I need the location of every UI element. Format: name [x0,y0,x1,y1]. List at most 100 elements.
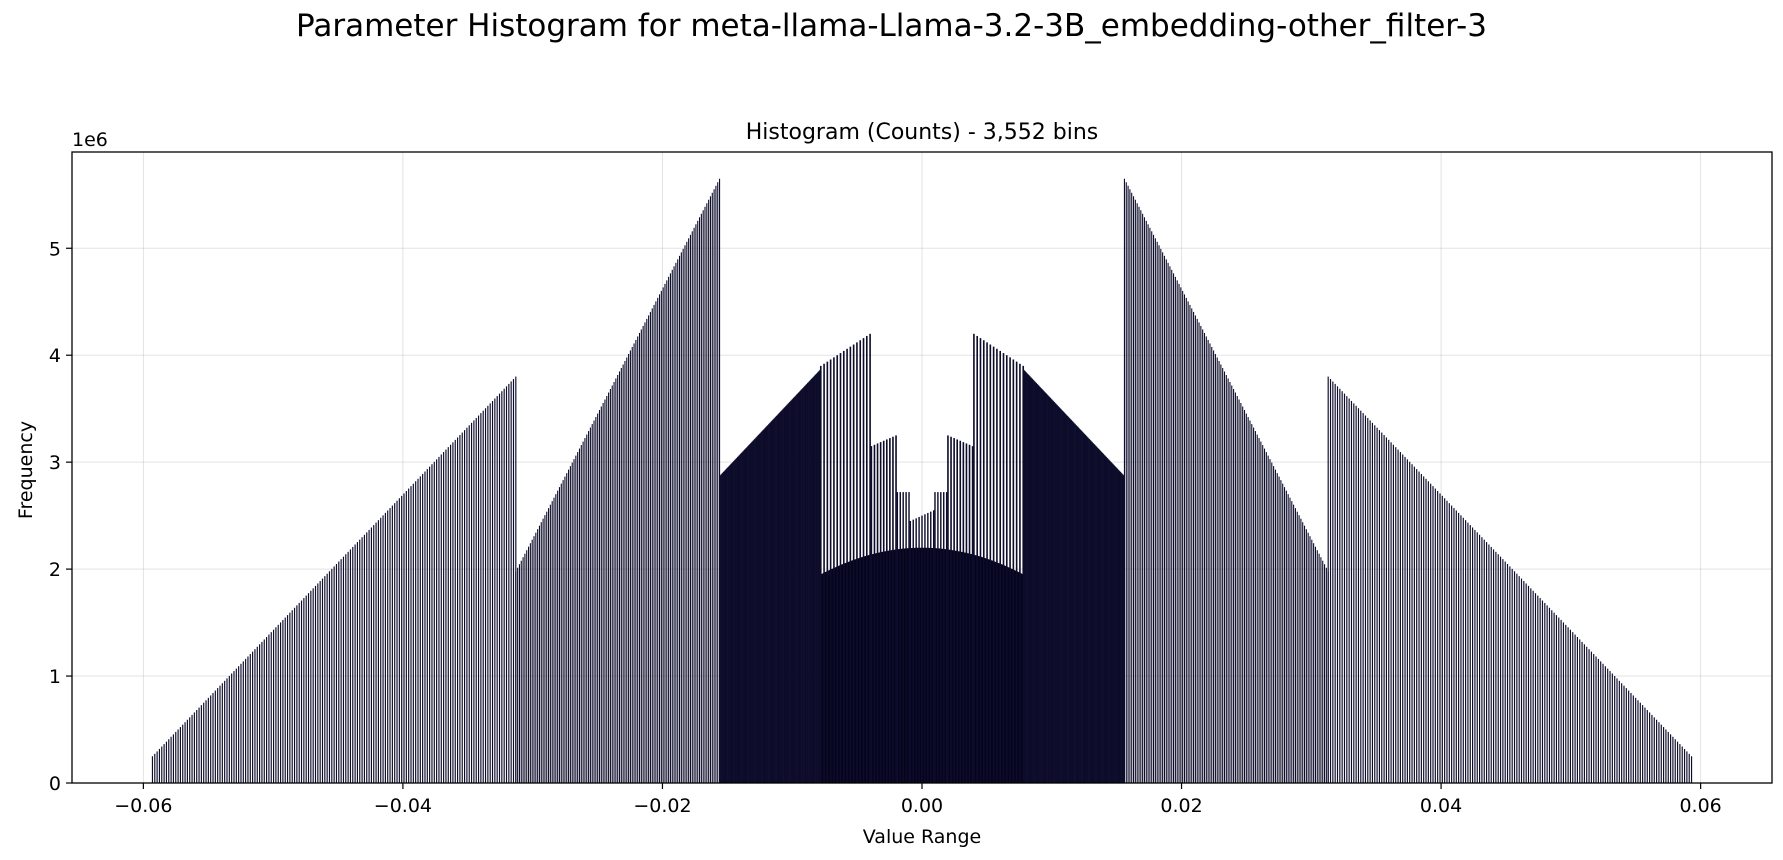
histogram-bar [758,434,760,783]
histogram-bar [792,398,794,783]
histogram-bar [1637,700,1639,783]
histogram-bar [415,481,417,783]
histogram-bar [653,304,655,783]
histogram-bar [1378,430,1381,783]
histogram-bar [1583,644,1585,783]
histogram-bar [186,719,188,783]
histogram-bar [1119,471,1121,783]
histogram-bar [328,571,331,783]
histogram-bar [1616,678,1618,783]
histogram-bar [814,375,816,783]
histogram-bar [569,466,571,783]
histogram-bar [806,383,809,783]
histogram-bar [1360,410,1362,783]
histogram-bar [1499,556,1502,783]
histogram-bar [1080,429,1082,783]
histogram-bar [775,416,777,783]
histogram-bar [533,536,535,783]
histogram-bar [818,370,820,783]
histogram-bar [817,371,819,783]
histogram-bar [1353,403,1355,783]
histogram-bar [624,360,626,783]
histogram-bar [1087,437,1089,783]
histogram-bar [1371,422,1374,783]
histogram-bar [1271,462,1273,783]
histogram-bar [233,671,235,783]
histogram-bar [261,641,263,783]
x-tick-label: 0.04 [1420,795,1462,817]
histogram-bar [1265,452,1267,783]
histogram-bar [252,651,254,783]
histogram-bar [1216,357,1218,783]
histogram-bar [1032,378,1034,783]
ticks-layer: −0.06 −0.04 −0.02 0.00 0.02 0.04 0.06 0 1 2 3 4 5 [49,238,1722,817]
histogram-bar [800,389,802,783]
histogram-bar [1099,450,1101,783]
histogram-bar [1089,439,1091,783]
histogram-bar [1240,403,1242,783]
histogram-bar [775,416,777,783]
histogram-bar [631,346,633,783]
histogram-bar [833,357,835,783]
histogram-bar [1174,276,1176,783]
histogram-bar [331,568,333,783]
histogram-bar [722,472,724,783]
histogram-bar [1296,511,1298,783]
histogram-bar [956,439,959,783]
histogram-bar [1039,386,1041,783]
histogram-bar [726,468,728,783]
histogram-bar [501,391,503,783]
histogram-bar [1676,741,1679,783]
histogram-bar [796,394,798,783]
histogram-bar [352,546,354,783]
histogram-bar [219,685,221,783]
histogram-bar [1381,432,1383,783]
histogram-bar [680,252,682,783]
histogram-bar [779,411,781,783]
histogram-bar [1086,436,1088,783]
y-tick-label: 5 [49,238,61,260]
histogram-bar [221,683,223,783]
histogram-bar [1293,504,1295,783]
histogram-bar [1046,394,1048,783]
histogram-bar [1048,396,1050,783]
histogram-bar [697,220,699,784]
histogram-bar [751,441,753,783]
histogram-bar [749,443,751,783]
histogram-bar [247,656,249,783]
histogram-bar [588,431,590,783]
histogram-bar [1437,490,1439,783]
histogram-bar [1479,534,1481,783]
histogram-bar [461,432,463,783]
histogram-bar [1313,543,1315,783]
histogram-bar [803,386,805,783]
histogram-bar [1262,445,1264,783]
histogram-bar [756,436,758,783]
histogram-bar [1253,427,1255,783]
histogram-bar [1481,537,1483,783]
histogram-bar [531,539,533,783]
histogram-bar [1593,654,1595,783]
histogram-bar [1078,428,1080,783]
histogram-bar [333,566,335,783]
histogram-bar [1065,414,1067,783]
histogram-bar [1462,517,1464,783]
histogram-bar [1072,421,1074,783]
histogram-bar [686,241,688,783]
histogram-bar [755,437,757,783]
histogram-bar [1309,536,1311,783]
histogram-bar [859,340,862,783]
histogram-bar [489,403,491,783]
x-tick-label: 0.00 [901,795,943,817]
histogram-bar [1120,471,1122,783]
histogram-bar [1019,363,1021,783]
histogram-bar [1343,393,1346,783]
histogram-bar [1187,301,1189,783]
histogram-bar [1243,410,1246,783]
histogram-bar [638,332,641,783]
histogram-bar [1418,471,1420,783]
histogram-bar [1202,329,1204,783]
histogram-bar [695,224,697,784]
histogram-bar [1220,364,1222,783]
histogram-bar [826,361,829,783]
